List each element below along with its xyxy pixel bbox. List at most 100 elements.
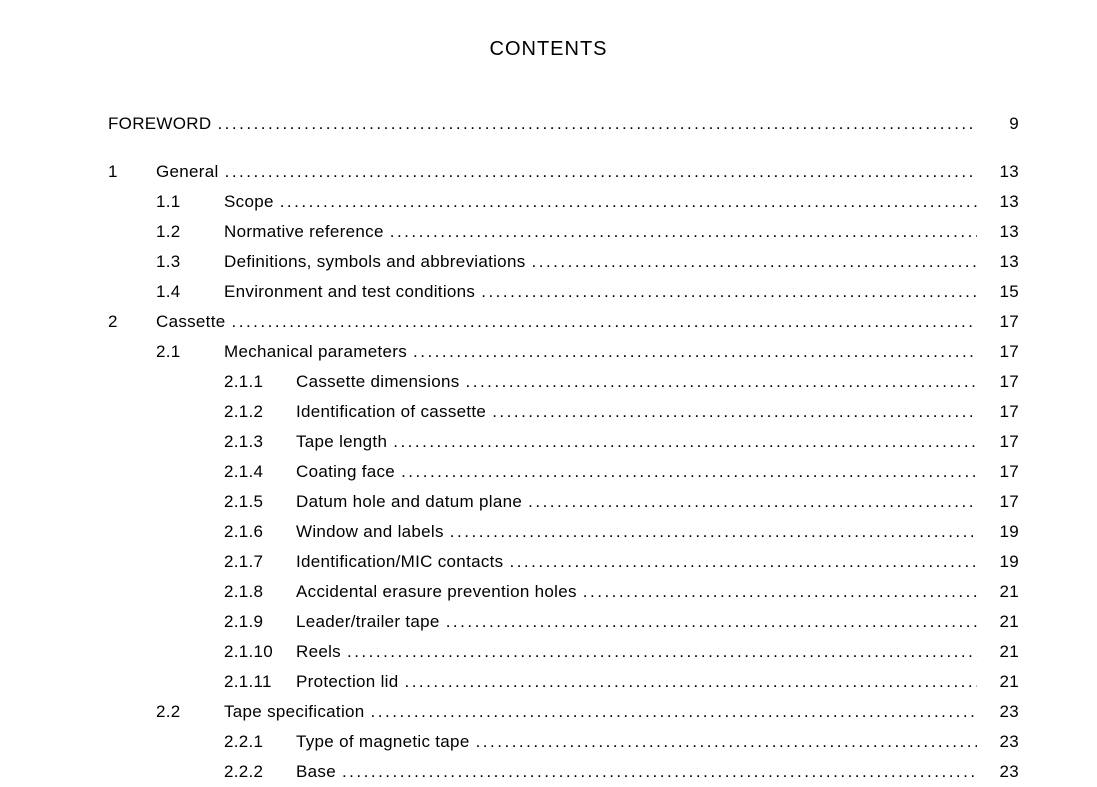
toc-entry-page: 13 (977, 157, 1019, 187)
toc-dot-leader (399, 457, 977, 487)
toc-entry-page: 17 (977, 307, 1019, 337)
toc-entry-label: Type of magnetic tape (296, 727, 474, 757)
toc-dot-leader (278, 187, 977, 217)
toc-entry: 1.1Scope13 (108, 187, 1019, 217)
toc-entry-label: Cassette (156, 307, 230, 337)
toc-dot-leader (345, 637, 977, 667)
toc-entry: 2.1.11Protection lid 21 (108, 667, 1019, 697)
toc-entry: 1.4Environment and test conditions 15 (108, 277, 1019, 307)
toc-entry: 2.1.7Identification/MIC contacts 19 (108, 547, 1019, 577)
toc-entry-label: Accidental erasure prevention holes (296, 577, 581, 607)
contents-title: CONTENTS (78, 38, 1019, 61)
toc-entry-page: 21 (977, 667, 1019, 697)
toc-entry-page: 19 (977, 517, 1019, 547)
toc-dot-leader (474, 727, 977, 757)
toc-dot-leader (479, 277, 977, 307)
toc-entry: 2.1.9Leader/trailer tape21 (108, 607, 1019, 637)
toc-dot-leader (530, 247, 978, 277)
toc-entry-number: 2.2 (156, 697, 224, 727)
toc-entry-number: 2.1.6 (224, 517, 296, 547)
toc-dot-leader (340, 757, 977, 787)
toc-entry: 2.1Mechanical parameters 17 (108, 337, 1019, 367)
toc-entry-page: 17 (977, 397, 1019, 427)
toc-entry-number: 2.1.2 (224, 397, 296, 427)
toc-dot-leader (402, 667, 977, 697)
toc-entry-page: 23 (977, 697, 1019, 727)
toc-entry-page: 17 (977, 487, 1019, 517)
toc-entry: 2.1.4Coating face17 (108, 457, 1019, 487)
toc-entry-label: Cassette dimensions (296, 367, 464, 397)
toc-entry-number: 2.1.8 (224, 577, 296, 607)
toc-dot-leader (391, 427, 977, 457)
toc-dot-leader (230, 307, 978, 337)
toc-entry: 2.1.8Accidental erasure prevention holes… (108, 577, 1019, 607)
toc-entry-number: 1.4 (156, 277, 224, 307)
toc-entry-page: 17 (977, 367, 1019, 397)
toc-dot-leader (388, 217, 977, 247)
toc-entry-page: 13 (977, 247, 1019, 277)
toc-entry: 2.2Tape specification 23 (108, 697, 1019, 727)
toc-entry-number: 2.1.3 (224, 427, 296, 457)
toc-entry-label: Reels (296, 637, 345, 667)
toc-entry-page: 19 (977, 547, 1019, 577)
toc-entry-number: 1 (108, 157, 156, 187)
toc-entry-label: Normative reference (224, 217, 388, 247)
toc-entry-label: Datum hole and datum plane (296, 487, 526, 517)
toc-entry-number: 2.2.2 (224, 757, 296, 787)
toc-entry-page: 17 (977, 457, 1019, 487)
toc-entry-label: Tape length (296, 427, 391, 457)
toc-dot-leader (369, 697, 977, 727)
toc-entry-label: FOREWORD (108, 109, 215, 139)
toc-entry-page: 21 (977, 607, 1019, 637)
toc-entry-page: 23 (977, 727, 1019, 757)
toc-entry: 2.2.1Type of magnetic tape 23 (108, 727, 1019, 757)
toc-entry-label: Tape specification (224, 697, 369, 727)
toc-entry: 1General 13 (108, 157, 1019, 187)
toc-entry-label: Window and labels (296, 517, 448, 547)
toc-entry-number: 1.3 (156, 247, 224, 277)
toc-dot-leader (507, 547, 977, 577)
toc-entry-page: 13 (977, 217, 1019, 247)
toc-dot-leader (490, 397, 977, 427)
toc-entry-number: 2.1.11 (224, 667, 296, 697)
toc-entry-label: Mechanical parameters (224, 337, 411, 367)
toc-entry-label: Leader/trailer tape (296, 607, 444, 637)
toc-entry: 2.1.6Window and labels 19 (108, 517, 1019, 547)
toc-entry-label: Identification/MIC contacts (296, 547, 507, 577)
toc-entry-number: 1.1 (156, 187, 224, 217)
toc-entry: FOREWORD 9 (108, 109, 1019, 139)
toc-entry-number: 2 (108, 307, 156, 337)
toc-entry-page: 13 (977, 187, 1019, 217)
toc-entry-number: 2.1 (156, 337, 224, 367)
toc-entry-page: 17 (977, 427, 1019, 457)
toc-dot-leader (223, 157, 977, 187)
toc-entry-label: Coating face (296, 457, 399, 487)
toc-entry-number: 2.1.1 (224, 367, 296, 397)
toc-entry-page: 17 (977, 337, 1019, 367)
toc-entry-page: 15 (977, 277, 1019, 307)
toc-entry-number: 2.2.1 (224, 727, 296, 757)
toc-entry: 2.2.2Base23 (108, 757, 1019, 787)
toc-entry-label: Base (296, 757, 340, 787)
toc-entry: 2.1.5Datum hole and datum plane 17 (108, 487, 1019, 517)
toc-entry-label: Definitions, symbols and abbreviations (224, 247, 530, 277)
toc-entry-label: Environment and test conditions (224, 277, 479, 307)
toc-dot-leader (581, 577, 977, 607)
toc-entry-number: 2.1.7 (224, 547, 296, 577)
toc-dot-leader (411, 337, 977, 367)
toc-entry: 2.1.1Cassette dimensions 17 (108, 367, 1019, 397)
toc-entry-label: Protection lid (296, 667, 402, 697)
toc-entry: 2Cassette 17 (108, 307, 1019, 337)
toc-entry-label: General (156, 157, 223, 187)
toc-entry: 2.1.2Identification of cassette17 (108, 397, 1019, 427)
toc-entry-page: 21 (977, 637, 1019, 667)
toc-entry: 2.1.3Tape length 17 (108, 427, 1019, 457)
toc-dot-leader (444, 607, 977, 637)
toc-entry: 1.3Definitions, symbols and abbreviation… (108, 247, 1019, 277)
toc-entry-page: 21 (977, 577, 1019, 607)
toc-entry-number: 2.1.10 (224, 637, 296, 667)
toc-dot-leader (526, 487, 977, 517)
toc-dot-leader (215, 109, 977, 139)
toc-entry-page: 9 (977, 109, 1019, 139)
toc-entry-number: 2.1.5 (224, 487, 296, 517)
